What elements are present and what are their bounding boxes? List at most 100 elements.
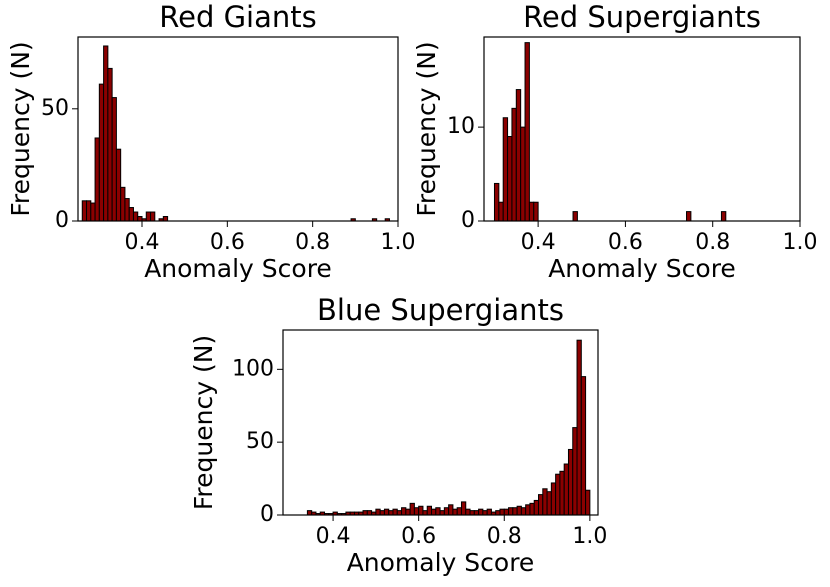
bar bbox=[563, 463, 569, 516]
x-tick-label: 0.6 bbox=[608, 230, 643, 255]
bar bbox=[469, 510, 475, 516]
bar bbox=[90, 202, 96, 222]
bar bbox=[448, 504, 454, 516]
bar bbox=[555, 473, 561, 516]
y-tick-label: 0 bbox=[461, 208, 475, 233]
y-tick-label: 50 bbox=[246, 429, 274, 454]
bar bbox=[502, 117, 509, 222]
x-tick-label: 1.0 bbox=[381, 230, 416, 255]
bar bbox=[86, 200, 92, 222]
bar bbox=[98, 83, 105, 222]
x-tick-label: 1.0 bbox=[572, 524, 607, 549]
bar bbox=[137, 216, 143, 222]
bar bbox=[124, 198, 130, 222]
x-tick-label: 0.6 bbox=[210, 230, 245, 255]
x-axis-label: Anomaly Score bbox=[347, 548, 535, 577]
bar bbox=[465, 508, 471, 516]
bar bbox=[435, 507, 441, 516]
bar bbox=[520, 126, 526, 222]
y-axis-label: Frequency (N) bbox=[189, 335, 218, 510]
bar bbox=[550, 482, 557, 516]
bar bbox=[508, 507, 514, 516]
axes-frame bbox=[282, 329, 599, 516]
bar bbox=[499, 508, 505, 516]
bar bbox=[542, 488, 548, 516]
bar bbox=[524, 42, 530, 222]
bar bbox=[132, 211, 139, 222]
bar bbox=[128, 207, 134, 222]
bar bbox=[439, 510, 445, 516]
bar bbox=[585, 489, 591, 516]
bar bbox=[498, 201, 504, 222]
bar bbox=[486, 508, 492, 516]
bar bbox=[115, 148, 122, 222]
bar bbox=[388, 510, 394, 516]
bar bbox=[525, 504, 531, 516]
bar bbox=[401, 507, 407, 516]
bar bbox=[413, 507, 420, 516]
x-axis-label: Anomaly Score bbox=[548, 254, 736, 283]
y-axis-label: Frequency (N) bbox=[6, 41, 35, 216]
bar bbox=[580, 376, 587, 516]
bar bbox=[576, 339, 582, 516]
bar bbox=[81, 200, 88, 222]
x-tick-label: 0.8 bbox=[295, 230, 330, 255]
bar bbox=[452, 508, 458, 516]
bar bbox=[482, 510, 488, 516]
y-axis-label: Frequency (N) bbox=[412, 41, 441, 216]
x-tick-label: 0.8 bbox=[695, 230, 730, 255]
bar bbox=[362, 510, 368, 516]
bar bbox=[567, 448, 574, 516]
bar bbox=[507, 136, 513, 222]
chart-title: Red Giants bbox=[159, 0, 316, 34]
bar bbox=[546, 491, 552, 516]
bar bbox=[111, 97, 117, 222]
bar bbox=[495, 510, 501, 516]
chart-title: Blue Supergiants bbox=[317, 293, 564, 327]
bar bbox=[431, 508, 437, 516]
bar bbox=[512, 507, 518, 516]
bar bbox=[150, 211, 156, 222]
bar bbox=[720, 211, 727, 222]
y-tick-label: 50 bbox=[41, 96, 69, 121]
bar bbox=[493, 182, 500, 222]
x-axis-label: Anomaly Score bbox=[144, 254, 332, 283]
bar bbox=[460, 501, 467, 516]
bar bbox=[103, 45, 109, 222]
bar bbox=[528, 201, 535, 222]
bar bbox=[145, 211, 152, 222]
y-tick-label: 100 bbox=[232, 356, 274, 381]
bar bbox=[473, 510, 480, 516]
chart-title: Red Supergiants bbox=[523, 0, 761, 34]
bar bbox=[516, 505, 522, 516]
bar bbox=[511, 107, 517, 222]
bar bbox=[379, 510, 385, 516]
bar bbox=[572, 427, 578, 516]
bar bbox=[94, 137, 100, 222]
bar bbox=[533, 201, 539, 222]
bar bbox=[375, 508, 381, 516]
x-tick-label: 0.4 bbox=[125, 230, 160, 255]
bar bbox=[538, 494, 544, 516]
x-tick-label: 0.4 bbox=[316, 524, 351, 549]
bar bbox=[478, 508, 484, 516]
bar bbox=[162, 216, 169, 222]
bar bbox=[520, 507, 527, 516]
y-tick-label: 0 bbox=[55, 208, 69, 233]
x-tick-label: 0.6 bbox=[401, 524, 436, 549]
x-tick-label: 0.4 bbox=[521, 230, 556, 255]
bar bbox=[559, 470, 565, 516]
bar bbox=[422, 510, 428, 516]
bar bbox=[120, 186, 126, 222]
bar bbox=[503, 508, 510, 516]
bar bbox=[418, 505, 424, 516]
bar bbox=[392, 508, 398, 516]
bar bbox=[572, 211, 578, 222]
bar bbox=[456, 507, 462, 516]
bar bbox=[443, 507, 450, 516]
y-tick-label: 0 bbox=[260, 502, 274, 527]
bar bbox=[533, 499, 540, 516]
x-tick-label: 1.0 bbox=[783, 230, 818, 255]
bar bbox=[383, 508, 390, 516]
